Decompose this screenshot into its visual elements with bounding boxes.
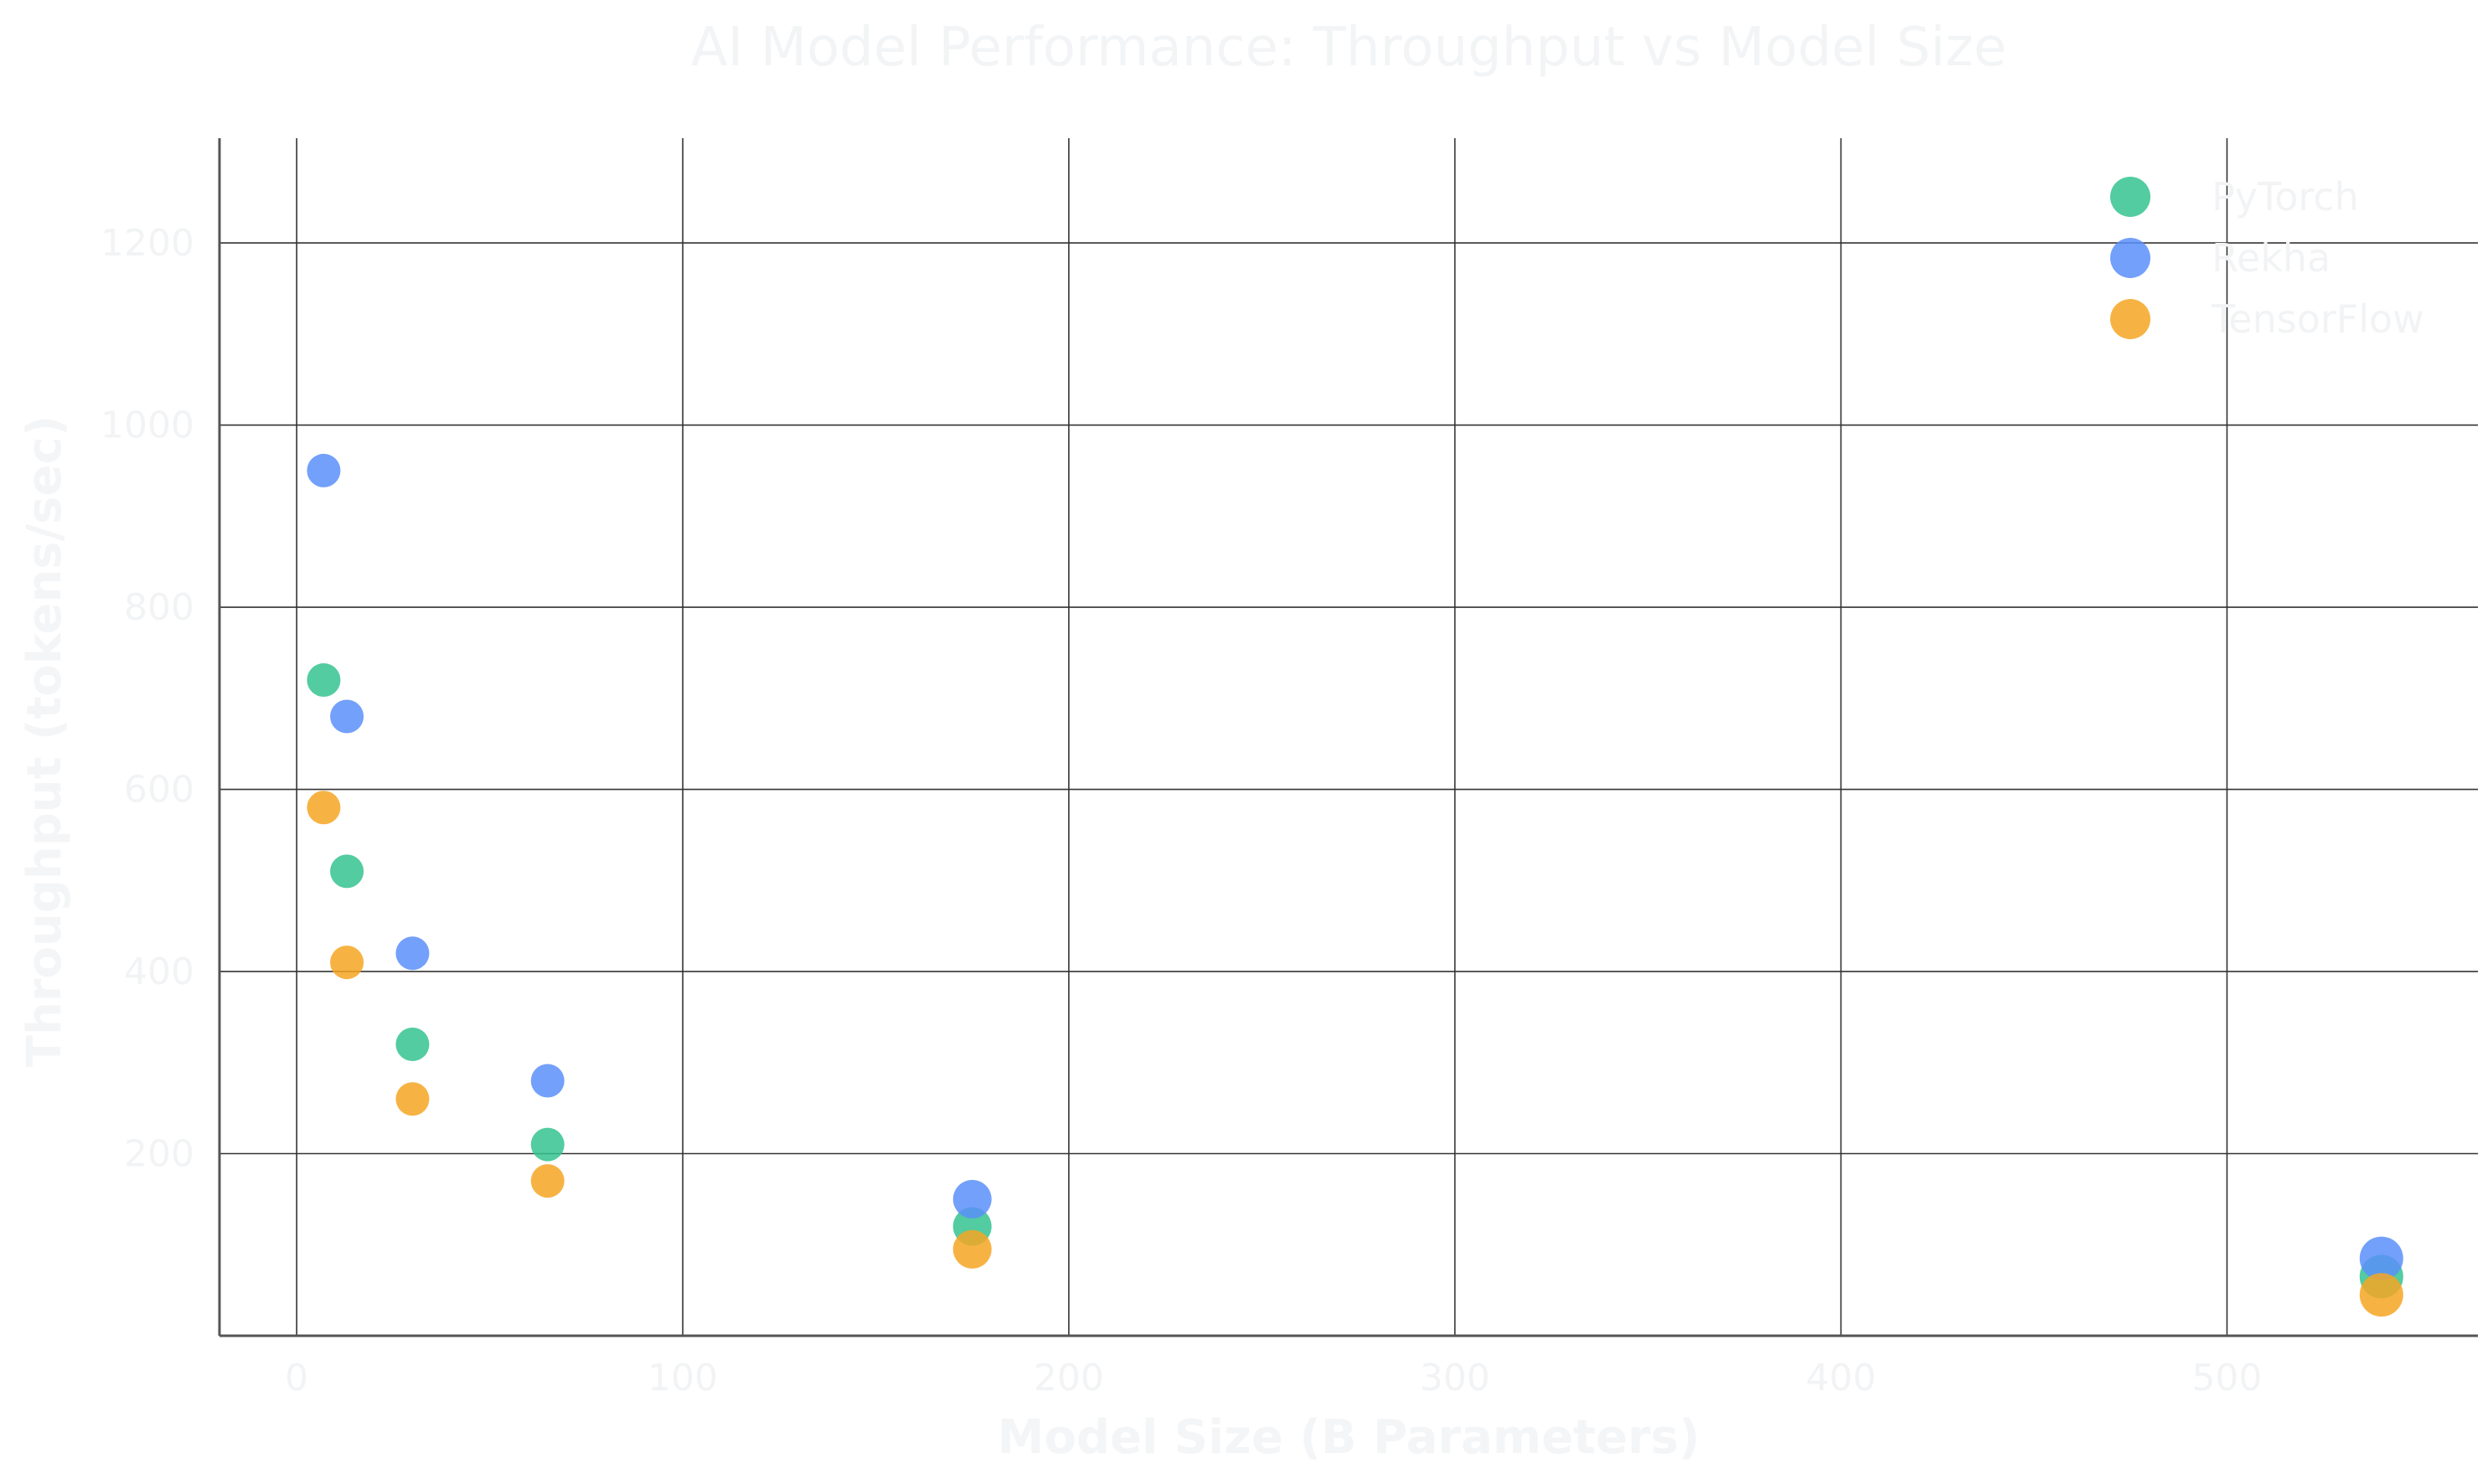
data-point-rekha [307,453,341,487]
x-tick-label: 100 [648,1357,718,1399]
x-tick-label: 0 [285,1357,308,1399]
data-point-tensorflow [330,946,364,980]
data-point-rekha [2359,1236,2403,1280]
x-axis-label: Model Size (B Parameters) [998,1410,1701,1465]
legend-marker-pytorch [2110,177,2150,217]
data-point-tensorflow [952,1229,992,1269]
grid [219,138,2478,1336]
y-tick-label: 400 [124,951,194,993]
data-point-pytorch [307,663,341,698]
y-axis-label: Throughput (tokens/sec) [18,415,72,1068]
data-points [307,453,2403,1317]
data-point-rekha [330,699,364,734]
legend-label-tensorflow: TensorFlow [2211,296,2424,342]
data-point-rekha [952,1179,992,1219]
x-tick-label: 400 [1806,1357,1876,1399]
axes [218,138,2478,1337]
y-tick-label: 200 [124,1133,194,1176]
data-point-pytorch [395,1028,430,1062]
y-tick-label: 800 [124,586,194,629]
legend-label-rekha: Rekha [2212,235,2331,281]
y-tick-label: 1200 [101,222,194,265]
legend-label-pytorch: PyTorch [2212,174,2359,219]
legend: PyTorch Rekha TensorFlow [2110,174,2424,342]
data-point-pytorch [530,1127,565,1162]
data-point-pytorch [330,854,364,889]
legend-marker-tensorflow [2110,299,2150,339]
legend-marker-rekha [2110,238,2150,278]
x-tick-label: 500 [2191,1357,2262,1399]
y-tick-label: 600 [124,769,194,812]
x-tick-label: 200 [1034,1357,1104,1399]
data-point-tensorflow [2359,1273,2403,1317]
data-point-rekha [530,1064,565,1098]
x-tick-label: 300 [1420,1357,1490,1399]
tick-labels: 0 100 200 300 400 500 200 400 600 800 1000 1200 [101,222,2262,1399]
data-point-tensorflow [307,791,341,825]
data-point-rekha [395,936,430,971]
chart-title: AI Model Performance: Throughput vs Mode… [691,17,2007,79]
data-point-tensorflow [530,1164,565,1198]
data-point-tensorflow [395,1082,430,1116]
y-tick-label: 1000 [101,404,194,447]
